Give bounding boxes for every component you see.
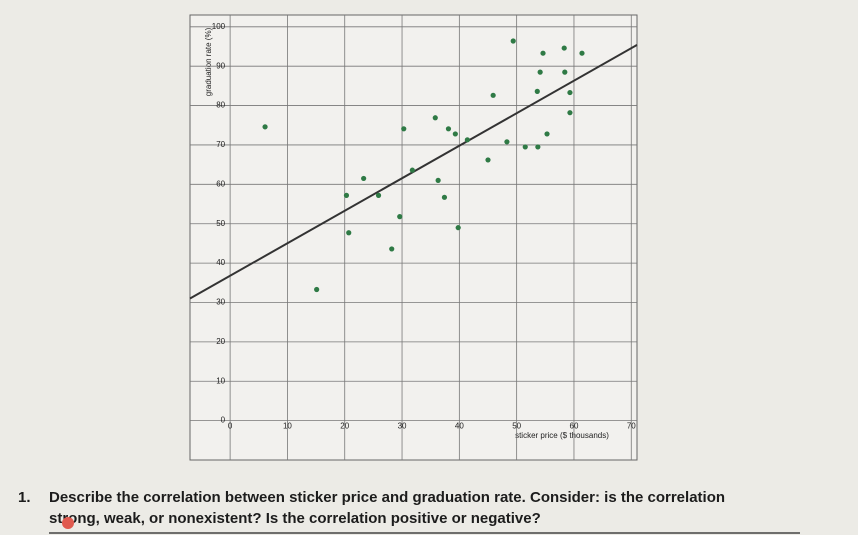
data-point [561, 45, 567, 51]
data-point [537, 69, 543, 75]
data-point [522, 144, 528, 150]
data-point [435, 177, 441, 183]
x-tick-label: 10 [283, 422, 292, 431]
data-point [343, 192, 350, 198]
data-point [534, 88, 540, 94]
data-point [535, 144, 541, 150]
data-point [562, 69, 568, 75]
data-point [490, 92, 496, 98]
question-text: strong, weak, or nonexistent? Is the cor… [49, 510, 541, 527]
data-point [504, 139, 510, 145]
data-point [540, 50, 546, 56]
y-tick-label: 40 [216, 258, 225, 267]
y-tick-label: 100 [212, 22, 226, 31]
question-number: 1. [18, 489, 31, 506]
data-point [441, 194, 448, 200]
data-point [445, 126, 452, 132]
data-point [567, 89, 573, 96]
x-tick-label: 60 [570, 422, 579, 431]
data-point [579, 50, 585, 56]
data-point [485, 157, 491, 163]
y-tick-label: 0 [221, 416, 226, 425]
plot-frame [189, 14, 638, 461]
data-point [375, 192, 382, 198]
y-tick-label: 60 [216, 179, 225, 188]
y-tick-label: 50 [216, 219, 225, 228]
data-point [314, 286, 320, 293]
y-axis-label: graduation rate (%) [204, 27, 213, 96]
data-point [401, 126, 407, 132]
data-point [389, 246, 395, 252]
question-text: Describe the correlation between sticker… [49, 489, 725, 506]
data-point [455, 225, 461, 231]
data-point [510, 38, 516, 44]
x-tick-label: 40 [455, 422, 464, 431]
data-point [452, 131, 458, 137]
y-tick-label: 10 [216, 376, 225, 385]
data-point [464, 137, 470, 143]
x-tick-label: 30 [398, 422, 407, 431]
error-icon [62, 517, 74, 529]
y-tick-label: 20 [216, 337, 225, 346]
x-tick-label: 70 [627, 422, 636, 431]
data-point [544, 131, 550, 137]
data-point [409, 167, 415, 173]
x-tick-label: 0 [228, 422, 233, 431]
data-point [567, 110, 573, 116]
x-tick-label: 20 [340, 422, 349, 431]
y-tick-label: 30 [216, 298, 225, 307]
data-point [262, 124, 268, 130]
y-tick-label: 70 [216, 140, 225, 149]
x-tick-label: 50 [512, 422, 521, 431]
data-point [346, 230, 352, 236]
y-tick-label: 80 [216, 101, 225, 110]
y-tick-label: 90 [216, 61, 225, 70]
data-point [397, 214, 403, 220]
data-point [361, 175, 367, 182]
data-point [432, 115, 438, 121]
x-axis-label: sticker price ($ thousands) [515, 431, 609, 440]
